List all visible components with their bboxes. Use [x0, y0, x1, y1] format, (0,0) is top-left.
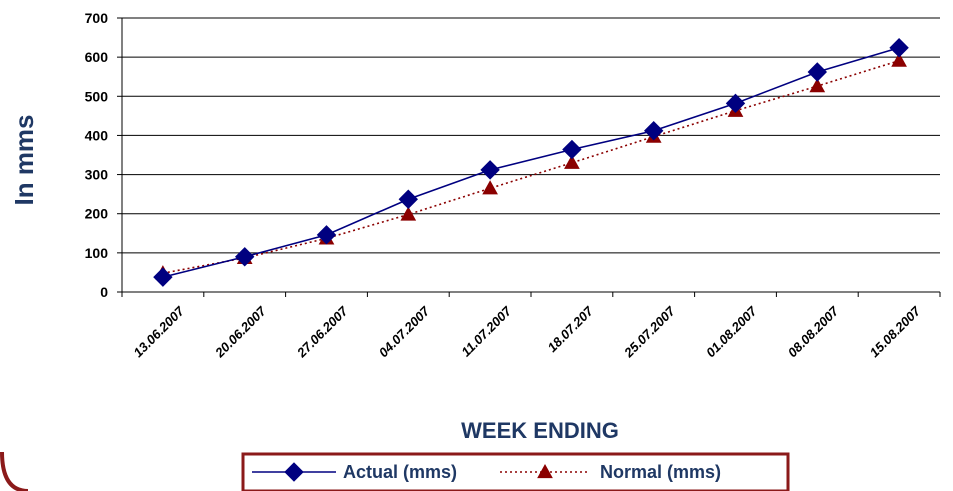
legend-label-actual: Actual (mms) [343, 462, 457, 482]
y-tick-label: 200 [85, 206, 109, 222]
data-point-normal [891, 52, 907, 67]
y-tick-label: 700 [85, 10, 109, 26]
x-tick-label: 20.06.2007 [211, 303, 269, 361]
series-line-normal [162, 59, 900, 274]
data-point-actual [643, 121, 664, 141]
data-point-actual [889, 38, 909, 58]
y-tick-label: 300 [85, 167, 109, 183]
x-tick-label: 25.07.2007 [620, 303, 678, 361]
frame-corner [0, 451, 29, 491]
y-tick-label: 600 [85, 49, 109, 65]
series-line-actual [162, 46, 900, 278]
y-tick-label: 100 [85, 245, 109, 261]
x-tick-label: 15.08.2007 [867, 303, 924, 360]
data-point-actual [284, 462, 304, 482]
data-point-actual [398, 189, 419, 209]
data-point-actual [316, 225, 337, 245]
x-tick-label: 11.07.2007 [458, 303, 514, 359]
data-point-actual [153, 267, 173, 287]
data-point-actual [807, 62, 828, 82]
y-tick-label: 0 [100, 284, 108, 300]
series-actual [153, 38, 909, 287]
x-tick-label: 08.08.2007 [785, 303, 842, 360]
x-tick-label: 04.07.2007 [376, 303, 433, 360]
y-tick-label: 400 [85, 127, 109, 143]
data-point-normal [482, 180, 498, 195]
data-point-normal [809, 78, 826, 93]
legend: Actual (mms) Normal (mms) [241, 452, 790, 491]
data-point-normal [564, 154, 580, 169]
x-tick-label: 18.07.207 [545, 303, 597, 355]
data-point-actual [480, 160, 500, 180]
data-point-actual [234, 247, 255, 267]
x-tick-label: 27.06.2007 [293, 303, 351, 361]
series-normal [155, 52, 907, 280]
data-point-actual [562, 139, 582, 160]
data-point-normal [400, 206, 417, 221]
data-point-normal [537, 463, 553, 479]
x-tick-label: 13.06.2007 [130, 303, 187, 360]
x-tick-label: 01.08.2007 [703, 303, 760, 360]
y-tick-label: 500 [85, 88, 109, 104]
y-axis-title: In mms [9, 114, 39, 205]
data-point-actual [725, 93, 746, 114]
x-axis-title: WEEK ENDING [461, 418, 619, 443]
legend-label-normal: Normal (mms) [600, 462, 721, 482]
